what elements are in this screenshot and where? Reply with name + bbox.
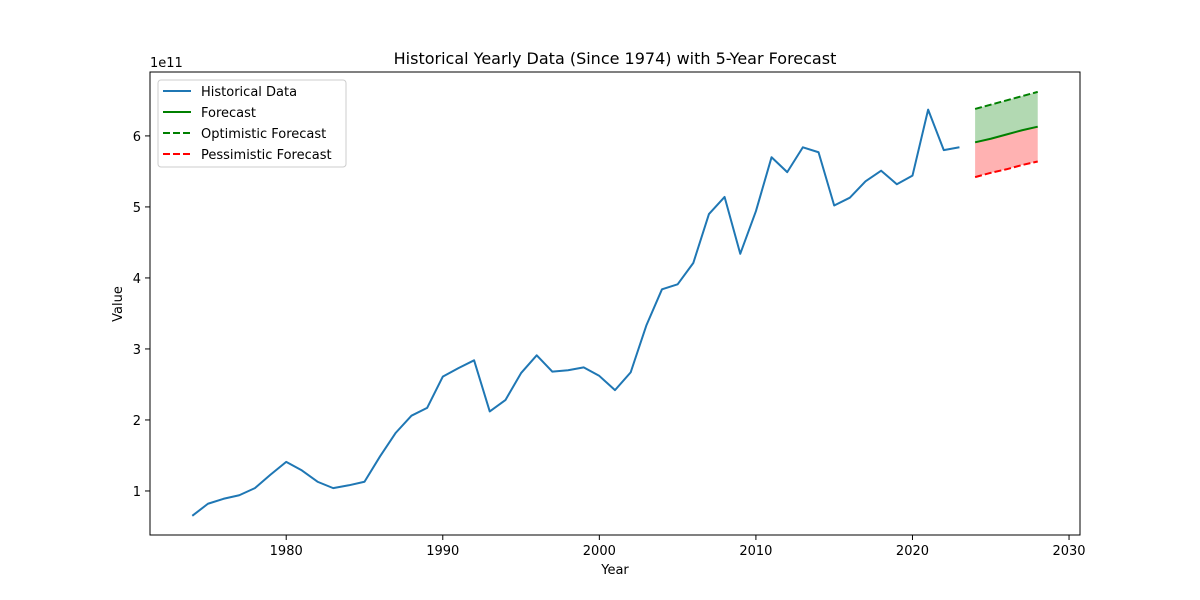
plot-area-frame: [149, 71, 1081, 536]
y-tick-label: 1: [133, 485, 141, 500]
series-line-optimistic-forecast: [974, 90, 1038, 110]
y-tick-label: 6: [133, 130, 141, 145]
x-tick-label: 1980: [270, 544, 303, 559]
y-axis-ticks: 1 2 3 4 5 6: [133, 130, 150, 500]
legend-label: Pessimistic Forecast: [201, 148, 332, 163]
series-line-forecast: [974, 125, 1038, 144]
legend-label: Historical Data: [201, 85, 297, 100]
legend: Historical Data Forecast Optimistic Foreca…: [157, 79, 347, 168]
legend-box: [157, 79, 347, 168]
x-tick-label: 1990: [426, 544, 459, 559]
x-tick-label: 2020: [896, 544, 929, 559]
legend-label: Optimistic Forecast: [201, 127, 326, 142]
series-line-historical-data: [191, 108, 960, 517]
y-tick-label: 4: [133, 272, 141, 287]
x-tick-label: 2010: [739, 544, 772, 559]
x-tick-label: 2030: [1052, 544, 1085, 559]
y-tick-label: 3: [133, 343, 141, 358]
x-axis-label: Year: [600, 563, 629, 578]
x-axis-ticks: 1980 1990 2000 2010 2020 2030: [270, 535, 1086, 559]
series-lines: [191, 90, 1038, 517]
y-axis-multiplier: 1e11: [150, 56, 183, 71]
y-tick-label: 5: [133, 201, 141, 216]
y-axis-label: Value: [111, 286, 126, 322]
series-line-pessimistic-forecast: [974, 160, 1038, 179]
chart-title: Historical Yearly Data (Since 1974) with…: [394, 49, 837, 68]
legend-label: Forecast: [201, 106, 256, 121]
x-tick-label: 2000: [583, 544, 616, 559]
y-tick-label: 2: [133, 414, 141, 429]
